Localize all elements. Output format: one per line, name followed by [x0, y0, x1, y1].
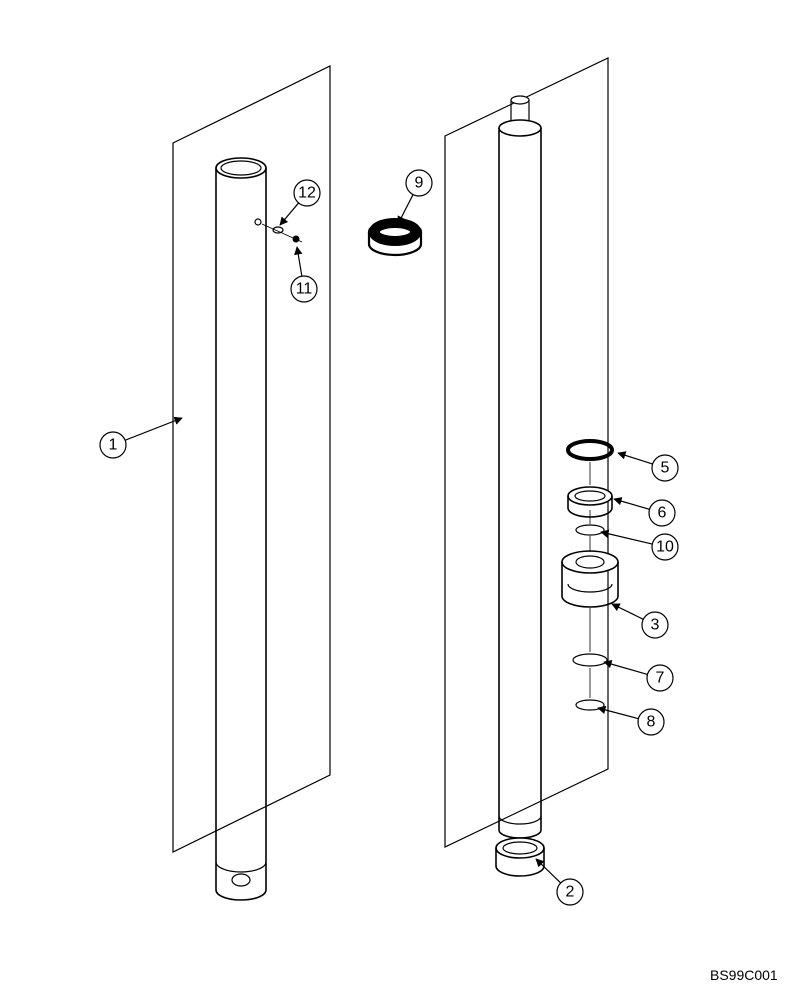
callout-label-12: 12 [298, 185, 316, 202]
exploded-parts-diagram: 1 12 11 9 5 6 10 3 7 8 2 BS99C001 [0, 0, 812, 1000]
callout-label-8: 8 [647, 714, 656, 731]
callout-label-3: 3 [651, 617, 660, 634]
callout-label-7: 7 [656, 670, 665, 687]
callout-label-9: 9 [415, 175, 424, 192]
callout-label-10: 10 [656, 539, 674, 556]
callout-label-5: 5 [661, 460, 670, 477]
callout-label-1: 1 [109, 437, 118, 454]
callout-label-2: 2 [566, 884, 575, 901]
callout-label-6: 6 [658, 505, 667, 522]
document-id: BS99C001 [710, 967, 778, 983]
callout-label-11: 11 [296, 281, 313, 298]
